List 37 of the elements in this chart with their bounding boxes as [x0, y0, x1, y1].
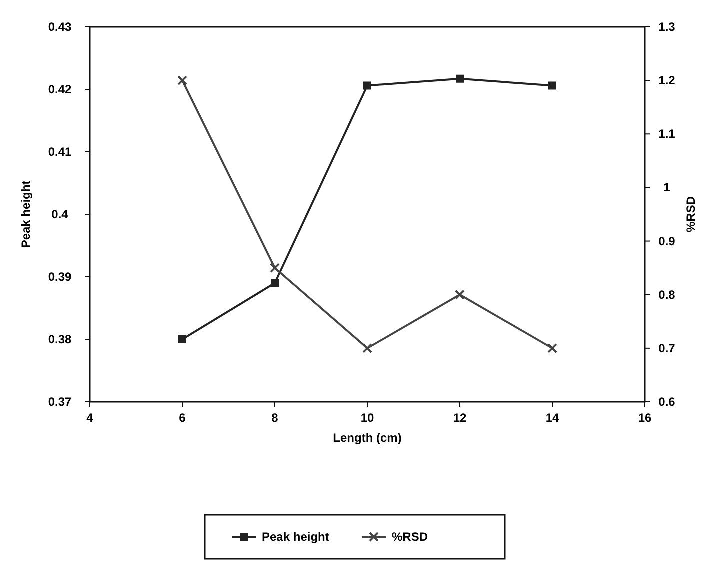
point — [271, 279, 279, 288]
x-tick-label: 4 — [86, 411, 94, 425]
y2-tick-label: 1.2 — [658, 74, 676, 88]
y2-tick-label: 0.6 — [658, 395, 676, 409]
y-tick-label: 0.43 — [48, 20, 72, 34]
x-tick-label: 16 — [638, 411, 652, 425]
y2-axis-title: %RSD — [684, 196, 698, 233]
y2-tick-label: 1 — [664, 180, 671, 195]
point — [270, 263, 280, 274]
y2-tick-label: 0.7 — [658, 341, 676, 356]
y-axis-title: Peak height — [19, 180, 33, 248]
y2-tick-label: 1.3 — [658, 20, 676, 34]
y-tick-label: 0.39 — [48, 270, 72, 284]
point — [455, 290, 465, 300]
x-tick-label: 10 — [360, 411, 374, 425]
point — [178, 336, 186, 344]
point — [548, 82, 556, 90]
y-tick-label: 0.41 — [48, 145, 72, 159]
legend-label: %RSD — [392, 530, 428, 544]
y2-tick-label: 0.8 — [658, 288, 676, 302]
point — [548, 343, 558, 354]
x-tick-label: 6 — [179, 411, 186, 425]
x-tick-label: 8 — [272, 411, 279, 425]
point — [178, 76, 188, 86]
y-tick-label: 0.42 — [48, 82, 72, 96]
point — [362, 343, 372, 354]
point — [456, 74, 464, 83]
legend-label: Peak height — [262, 530, 330, 544]
y2-tick-label: 0.9 — [658, 234, 676, 248]
y-tick-label: 0.37 — [48, 395, 72, 409]
y-tick-label: 0.4 — [52, 208, 69, 222]
y2-tick-label: 1.1 — [658, 127, 676, 142]
y-tick-label: 0.38 — [48, 332, 72, 346]
x-axis-title: Length (cm) — [333, 431, 402, 445]
x-tick-label: 12 — [453, 411, 467, 425]
point — [364, 82, 372, 90]
x-tick-label: 14 — [546, 411, 560, 425]
